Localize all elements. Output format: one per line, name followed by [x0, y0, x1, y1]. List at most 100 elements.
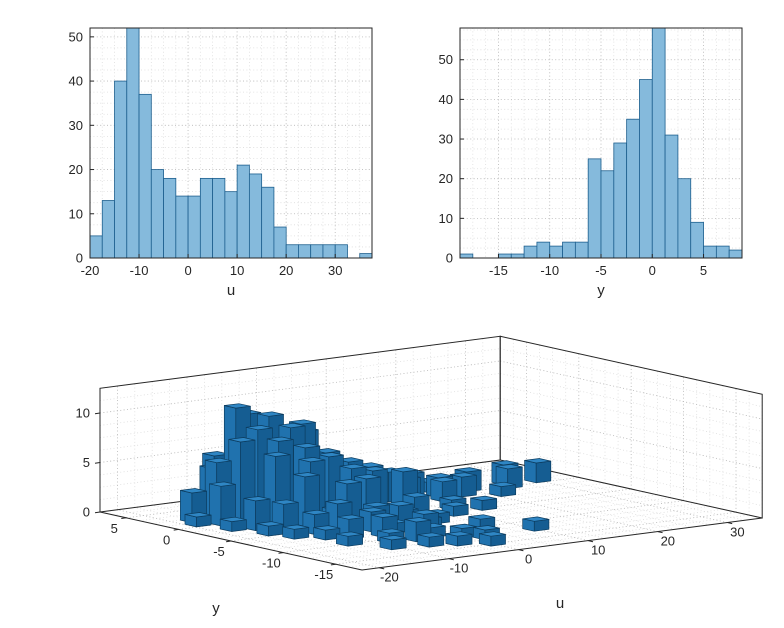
hist-u: -20 -10 0 10 20 30 0 10 20 30 40 50 — [69, 27, 373, 278]
hist-bar — [536, 241, 551, 259]
histogram-3d-axes: -20 -10 0 10 20 30 5 0 -5 -10 -15 0 5 10 — [76, 335, 763, 585]
hist-bar — [163, 177, 177, 259]
bar-top-face — [204, 457, 232, 464]
x-tick-label: 5 — [700, 263, 707, 278]
y-tick-label: 30 — [69, 118, 83, 133]
hist-bar — [89, 235, 103, 259]
y-tick-label: 40 — [439, 92, 453, 107]
y-tick-label: -15 — [314, 567, 333, 582]
u-tick-label: 30 — [730, 525, 744, 540]
hist-bar — [138, 93, 152, 259]
bar-top-face — [278, 422, 306, 429]
hist-bar — [126, 27, 140, 259]
bar-top-face — [335, 479, 362, 485]
bar-top-face — [449, 472, 477, 478]
bar-top-face — [468, 514, 496, 520]
bar-top-face — [282, 524, 310, 530]
bar-top-face — [316, 452, 344, 458]
bar-top-face — [209, 481, 236, 487]
bar-top-face — [478, 531, 506, 537]
y-tick-label: 30 — [439, 132, 453, 147]
y-tick-label: 50 — [69, 29, 83, 44]
y-tick-label: 50 — [439, 52, 453, 67]
hist-bar — [236, 164, 250, 259]
hist-bar — [574, 241, 589, 259]
bar-top-face — [354, 474, 382, 480]
bar-top-face — [313, 448, 341, 454]
bar-top-face — [243, 496, 271, 502]
bar-top-face — [370, 512, 398, 518]
bar-top-face — [470, 495, 498, 501]
x-tick-label: -15 — [489, 263, 508, 278]
bar3d — [524, 458, 552, 484]
hist3-u-axis-label: u — [556, 595, 564, 612]
bar-top-face — [228, 437, 256, 443]
bars — [459, 27, 743, 259]
bar-top-face — [417, 532, 445, 538]
hist-bar — [273, 226, 287, 259]
bar-top-face — [441, 501, 469, 507]
hist3-y-axis-label: y — [212, 600, 220, 617]
axes-box — [89, 27, 373, 259]
hist-bar — [498, 253, 512, 259]
x-tick-label: 20 — [279, 263, 293, 278]
bar3d — [470, 495, 498, 511]
tick-labels: -20 -10 0 10 20 30 0 10 20 30 40 50 — [69, 29, 343, 278]
hist-bar — [639, 79, 653, 259]
hist-bar — [199, 177, 214, 259]
hist-bar — [261, 186, 275, 259]
bar-top-face — [495, 464, 523, 470]
bar-top-face — [266, 436, 294, 442]
bar-top-face — [491, 460, 519, 466]
hist-bar — [285, 244, 299, 259]
bar-top-face — [445, 531, 473, 537]
bar3d — [336, 531, 363, 547]
bar-top-face — [293, 472, 320, 478]
back-right-wall-outline — [499, 335, 763, 519]
bar-top-face — [256, 521, 284, 527]
bar3d — [445, 531, 473, 547]
bar3d — [489, 481, 517, 497]
hist-bar — [298, 244, 312, 259]
hist-bar — [562, 241, 576, 259]
bar-top-face — [245, 425, 273, 431]
bar3d — [256, 521, 284, 537]
hist-bar — [310, 244, 324, 259]
hist-bar — [212, 177, 226, 259]
bar-top-face — [449, 523, 477, 529]
bar-top-face — [223, 403, 251, 409]
hist-bar — [613, 142, 628, 259]
y-tick-label: 0 — [163, 532, 170, 547]
hist-bar — [459, 253, 474, 259]
bar-top-face — [289, 419, 316, 425]
hist-bar — [728, 249, 743, 259]
bar3d — [184, 512, 212, 528]
hist-bar — [626, 118, 640, 259]
bar-top-face — [359, 507, 387, 513]
hist-bar — [510, 253, 525, 259]
bar-top-face — [257, 411, 284, 417]
bars — [89, 27, 373, 259]
bar-top-face — [524, 458, 552, 464]
bar-top-face — [363, 501, 390, 508]
hist-bar — [651, 27, 666, 259]
hist-bar — [187, 195, 201, 259]
x-tick-label: 0 — [649, 263, 656, 278]
bar3d — [478, 531, 506, 547]
u-tick-label: 0 — [525, 552, 532, 567]
hist-y-xlabel: y — [597, 282, 605, 299]
hist-bar — [690, 221, 704, 259]
bar-top-face — [339, 463, 367, 470]
bar-front-face — [535, 460, 552, 484]
bar3d — [379, 535, 407, 551]
bar3d — [522, 516, 550, 532]
y-tick-label: 40 — [69, 74, 83, 89]
x-tick-label: 10 — [230, 263, 244, 278]
bar-top-face — [472, 525, 500, 531]
bar-top-face — [298, 457, 326, 463]
bar-top-face — [402, 492, 430, 498]
